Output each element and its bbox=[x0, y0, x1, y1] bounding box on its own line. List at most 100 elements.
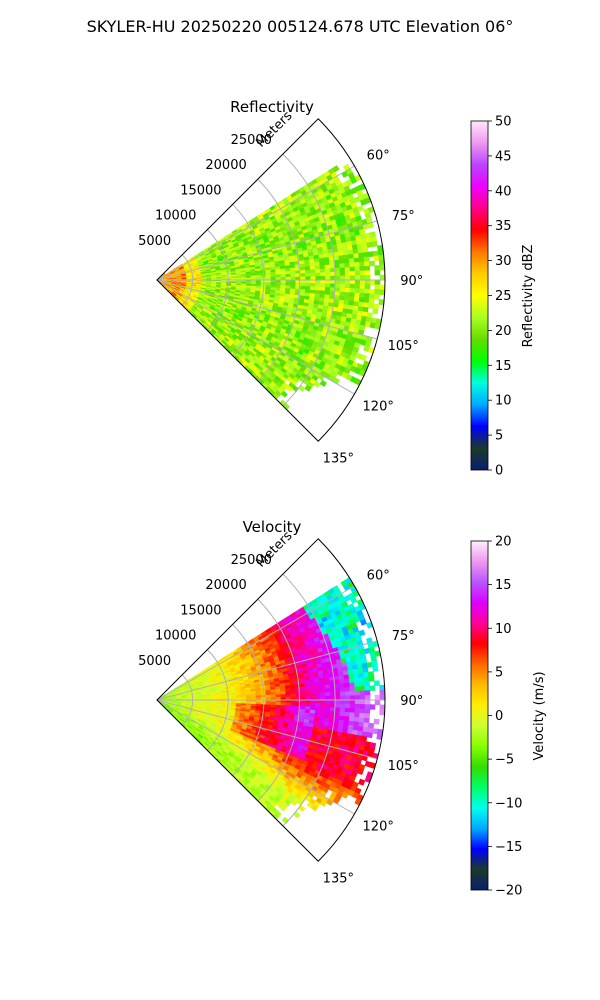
field-cell bbox=[344, 287, 351, 293]
field-cell bbox=[319, 264, 326, 270]
field-cell bbox=[345, 279, 351, 285]
field-cell bbox=[379, 684, 385, 691]
figure-title: SKYLER-HU 20250220 005124.678 UTC Elevat… bbox=[87, 17, 514, 36]
field-cell bbox=[310, 276, 316, 281]
field-cell bbox=[338, 679, 345, 685]
field-cell bbox=[358, 629, 366, 637]
field-cell bbox=[364, 261, 371, 267]
field-cell bbox=[358, 676, 365, 683]
field-cell bbox=[334, 267, 341, 273]
azimuth-tick-label: 120° bbox=[363, 399, 394, 414]
field-cell bbox=[324, 688, 331, 693]
field-cell bbox=[373, 718, 380, 725]
field-cell bbox=[368, 298, 375, 305]
field-cell bbox=[315, 283, 321, 288]
field-cell bbox=[325, 695, 331, 701]
field-cell bbox=[334, 263, 341, 269]
field-cell bbox=[354, 681, 361, 688]
field-cell bbox=[344, 283, 351, 289]
field-cell bbox=[325, 699, 331, 705]
colorbar-tick-label: 50 bbox=[495, 115, 512, 130]
colorbar-tick-label: 15 bbox=[495, 359, 512, 374]
field-cell bbox=[314, 706, 321, 712]
field-cell bbox=[320, 275, 326, 281]
field-cell bbox=[334, 287, 341, 293]
field-cell bbox=[315, 699, 321, 704]
field-cell bbox=[364, 270, 371, 276]
velocity-title: Velocity bbox=[243, 518, 302, 536]
field-cell bbox=[334, 683, 341, 689]
field-cell bbox=[354, 279, 361, 285]
field-cell bbox=[265, 694, 272, 698]
field-cell bbox=[275, 694, 282, 698]
field-cell bbox=[364, 288, 371, 295]
field-cell bbox=[349, 691, 356, 697]
field-cell bbox=[280, 390, 288, 398]
field-cell bbox=[275, 274, 282, 278]
field-cell bbox=[374, 699, 381, 706]
field-cell bbox=[367, 302, 375, 309]
field-cell bbox=[366, 732, 373, 739]
field-cell bbox=[285, 270, 292, 275]
field-cell bbox=[350, 279, 356, 285]
azimuth-tick-label: 135° bbox=[323, 451, 354, 466]
field-cell bbox=[364, 713, 371, 719]
field-cell bbox=[354, 275, 361, 281]
reflectivity-colorbar-scale bbox=[470, 120, 489, 471]
field-cell bbox=[353, 673, 360, 679]
field-cell bbox=[364, 275, 371, 281]
field-cell bbox=[374, 289, 381, 295]
range-tick-label: 20000 bbox=[205, 158, 246, 173]
field-cell bbox=[310, 696, 316, 701]
field-cell bbox=[305, 696, 312, 701]
field-cell bbox=[325, 279, 331, 285]
field-cell bbox=[354, 292, 361, 299]
field-cell bbox=[339, 691, 346, 697]
field-cell bbox=[339, 275, 346, 281]
field-cell bbox=[315, 279, 321, 284]
field-cell bbox=[349, 262, 356, 268]
field-cell bbox=[319, 688, 326, 694]
field-cell bbox=[319, 286, 326, 292]
field-cell bbox=[359, 288, 366, 294]
field-cell bbox=[359, 686, 366, 692]
field-cell bbox=[345, 275, 351, 281]
field-cell bbox=[349, 708, 356, 714]
field-cell bbox=[335, 695, 341, 701]
field-cell bbox=[363, 676, 370, 683]
field-cell bbox=[320, 695, 326, 701]
field-cell bbox=[344, 703, 351, 709]
range-tick-label: 5000 bbox=[138, 234, 171, 249]
azimuth-tick-label: 75° bbox=[392, 209, 415, 224]
field-cell bbox=[364, 279, 371, 285]
field-cell bbox=[334, 259, 341, 265]
field-cell bbox=[265, 274, 272, 278]
field-cell bbox=[334, 283, 341, 289]
field-cell bbox=[349, 703, 356, 709]
field-cell bbox=[339, 695, 346, 701]
field-cell bbox=[344, 707, 351, 713]
range-tick-label: 25000 bbox=[231, 133, 272, 148]
field-cell bbox=[339, 711, 346, 717]
field-cell bbox=[280, 694, 287, 698]
reflectivity-field bbox=[157, 163, 385, 411]
field-cell bbox=[372, 308, 379, 315]
field-cell bbox=[358, 256, 365, 263]
field-cell bbox=[359, 266, 366, 272]
field-cell bbox=[371, 240, 378, 248]
field-cell bbox=[363, 717, 370, 724]
field-cell bbox=[354, 708, 361, 714]
field-cell bbox=[314, 268, 321, 274]
field-cell bbox=[315, 696, 321, 701]
field-cell bbox=[367, 251, 375, 258]
field-cell bbox=[368, 293, 375, 300]
field-cell bbox=[349, 686, 356, 692]
colorbar-tick-label: 20 bbox=[495, 324, 512, 339]
field-cell bbox=[315, 692, 321, 697]
field-cell bbox=[379, 704, 385, 711]
azimuth-tick-label: 60° bbox=[367, 149, 390, 164]
field-cell bbox=[354, 270, 361, 277]
field-cell bbox=[359, 270, 366, 276]
field-cell bbox=[354, 712, 361, 719]
